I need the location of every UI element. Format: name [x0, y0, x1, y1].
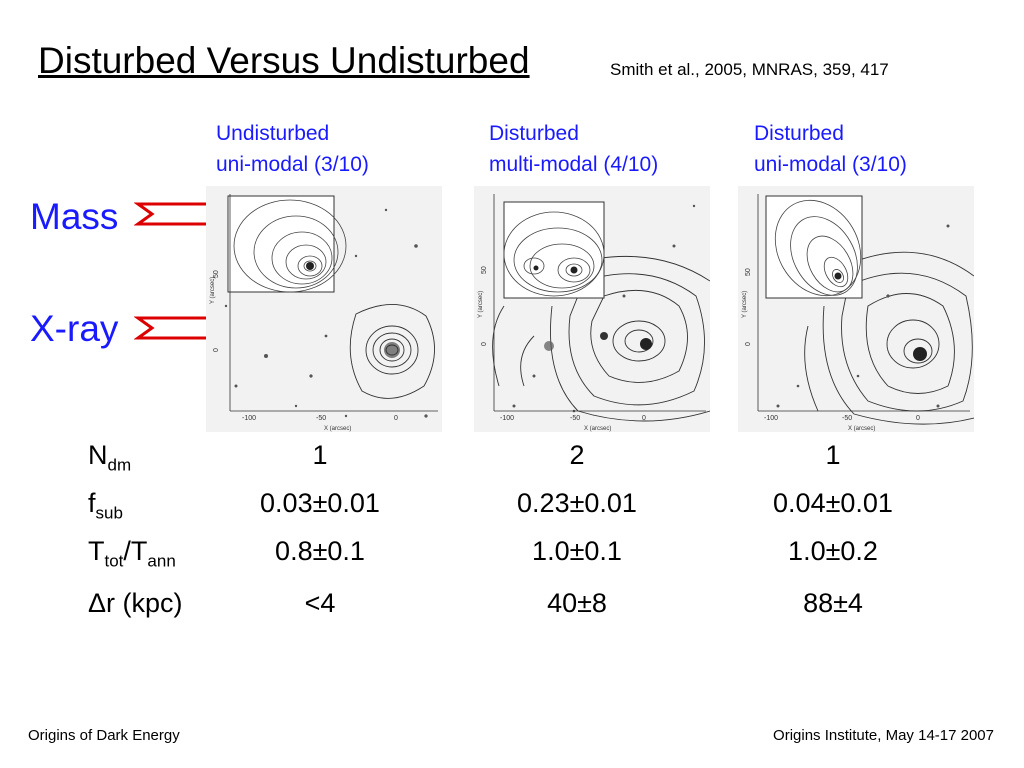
- stat-value-ttot-col2: 1.0±0.1: [532, 536, 622, 566]
- panel3-xtick-2: -50: [842, 415, 852, 422]
- panel3-xtick-1: -100: [764, 415, 778, 422]
- panel3-ytick-2: 50: [745, 268, 752, 276]
- panel3-xlabel: X (arcsec): [848, 426, 875, 432]
- panel3-xtick-3: 0: [916, 415, 920, 422]
- panel2-ytick-2: 50: [481, 266, 488, 274]
- stat-value-fsub-col1: 0.03±0.01: [260, 488, 380, 518]
- panel2-xlabel: X (arcsec): [584, 426, 611, 432]
- panel2-xtick-3: 0: [642, 415, 646, 422]
- stat-value-ndm-col2: 2: [569, 440, 585, 470]
- stat-value-ndm-col1: 1: [312, 440, 328, 470]
- column-heading-3: Disturbed uni-modal (3/10): [754, 118, 907, 180]
- panel2-ytick-1: 0: [481, 342, 488, 346]
- panel1-xtick-2: -50: [316, 415, 326, 422]
- stat-value-dr-col2: 40±8: [547, 588, 607, 618]
- slide-title: Disturbed Versus Undisturbed: [38, 40, 530, 81]
- panel1-ytick-2: 50: [213, 270, 220, 278]
- column-heading-2-line1: Disturbed: [489, 122, 579, 145]
- panel2-xtick-1: -100: [500, 415, 514, 422]
- column-heading-3-line1: Disturbed: [754, 122, 844, 145]
- panel3-ytick-1: 0: [745, 342, 752, 346]
- panel2-xtick-2: -50: [570, 415, 580, 422]
- panel1-ytick-1: 0: [213, 348, 220, 352]
- stat-value-ttot-col3: 1.0±0.2: [788, 536, 878, 566]
- row-label-mass: Mass: [30, 196, 119, 237]
- column-heading-1-line1: Undisturbed: [216, 122, 330, 145]
- stat-label-fsub: fsub: [88, 488, 123, 523]
- stat-value-dr-col1: <4: [304, 588, 336, 618]
- column-heading-2-line2: multi-modal (4/10): [489, 153, 659, 176]
- cluster-image-panel-2: -100 -50 0 X (arcsec) 0 50 Y (arcsec): [474, 186, 710, 432]
- stat-value-ttot-col1: 0.8±0.1: [275, 536, 365, 566]
- stat-value-ndm-col3: 1: [825, 440, 841, 470]
- stat-label-ndm: Ndm: [88, 440, 132, 475]
- panel1-xtick-1: -100: [242, 415, 256, 422]
- panel3-ylabel: Y (arcsec): [742, 291, 748, 318]
- column-heading-1-line2: uni-modal (3/10): [216, 153, 369, 176]
- panel1-xlabel: X (arcsec): [324, 426, 351, 432]
- column-heading-1: Undisturbed uni-modal (3/10): [216, 118, 369, 180]
- footer-right: Origins Institute, May 14-17 2007: [773, 727, 994, 744]
- column-heading-2: Disturbed multi-modal (4/10): [489, 118, 658, 180]
- panel1-ylabel: Y (arcsec): [210, 277, 216, 304]
- cluster-image-panel-3: -100 -50 0 X (arcsec) 0 50 Y (arcsec): [738, 186, 974, 432]
- stat-label-delta-r: Δr (kpc): [88, 588, 183, 618]
- reference-citation: Smith et al., 2005, MNRAS, 359, 417: [610, 60, 889, 79]
- panel1-xtick-3: 0: [394, 415, 398, 422]
- stat-value-fsub-col2: 0.23±0.01: [517, 488, 637, 518]
- row-label-xray: X-ray: [30, 308, 119, 349]
- stat-value-dr-col3: 88±4: [803, 588, 863, 618]
- cluster-image-panel-1: -100 -50 0 X (arcsec) 0 50 Y (arcsec): [206, 186, 442, 432]
- panel2-ylabel: Y (arcsec): [478, 291, 484, 318]
- footer-left: Origins of Dark Energy: [28, 727, 180, 744]
- stat-label-ttot-tann: Ttot/Tann: [88, 536, 176, 571]
- stat-value-fsub-col3: 0.04±0.01: [773, 488, 893, 518]
- column-heading-3-line2: uni-modal (3/10): [754, 153, 907, 176]
